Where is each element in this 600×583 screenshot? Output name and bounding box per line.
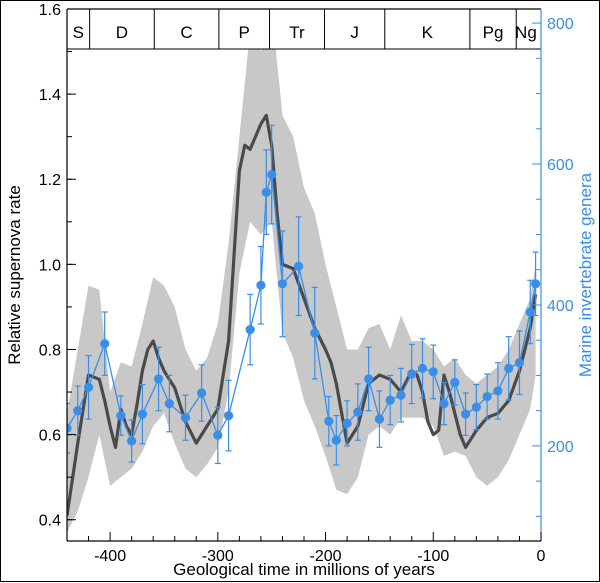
- genera-point: [324, 416, 334, 426]
- genera-point: [353, 407, 363, 417]
- x-tick-label: -100: [417, 548, 449, 565]
- period-label: S: [73, 23, 84, 42]
- axes: S D C P Tr J K Pg Ng -400 -300 -200 -100 0 0.4 0.6 0.8 1.…: [5, 2, 595, 579]
- genera-point: [256, 280, 266, 290]
- genera-point: [450, 377, 460, 388]
- genera-point: [267, 169, 277, 180]
- genera-point: [331, 435, 341, 445]
- x-tick-label: -300: [202, 548, 234, 565]
- genera-point: [342, 418, 352, 428]
- genera-point: [223, 410, 234, 421]
- genera-point: [514, 358, 525, 368]
- genera-point: [525, 307, 535, 317]
- genera-point: [294, 261, 304, 271]
- y-right-tick-label: 800: [547, 16, 574, 33]
- y-right-axis-title: Marine invertebrate genera: [576, 172, 595, 377]
- genera-point: [471, 402, 481, 412]
- genera-point: [428, 367, 438, 377]
- genera-point: [197, 388, 207, 398]
- y-left-tick-label: 1.2: [39, 172, 61, 189]
- y-right-tick-label: 400: [547, 298, 574, 315]
- genera-point: [396, 390, 406, 400]
- genera-point: [364, 374, 374, 384]
- genera-point: [493, 386, 503, 396]
- genera-point: [439, 398, 449, 409]
- genera-point: [261, 187, 271, 197]
- genera-point: [164, 398, 174, 409]
- period-label: Pg: [483, 23, 504, 42]
- x-tick-label: -200: [310, 548, 342, 565]
- genera-point: [83, 382, 94, 392]
- period-label: K: [422, 23, 434, 42]
- y-left-axis-title: Relative supernova rate: [5, 185, 24, 365]
- y-left-tick-label: 1.0: [39, 257, 61, 274]
- genera-point: [417, 363, 428, 373]
- y-right-tick-label: 200: [547, 439, 574, 456]
- y-left-tick-label: 0.4: [39, 513, 61, 530]
- genera-point: [504, 363, 514, 373]
- plot-area: [67, 9, 541, 533]
- genera-point: [407, 369, 417, 379]
- uncertainty-band: [67, 9, 536, 533]
- period-label: Tr: [289, 23, 305, 42]
- genera-point: [531, 279, 541, 289]
- genera-point: [245, 325, 255, 335]
- x-tick-label: 0: [537, 548, 546, 565]
- genera-point: [67, 423, 72, 433]
- genera-point: [310, 328, 320, 338]
- genera-point: [460, 409, 471, 419]
- y-left-tick-label: 1.4: [39, 87, 61, 104]
- period-label: Ng: [515, 23, 537, 42]
- genera-point: [277, 279, 288, 289]
- genera-point: [482, 391, 492, 402]
- genera-point: [374, 414, 385, 424]
- period-strip: [67, 9, 541, 49]
- genera-point: [137, 409, 148, 419]
- period-label: P: [239, 23, 250, 42]
- y-left-tick-label: 0.6: [39, 428, 61, 445]
- genera-point: [153, 374, 164, 384]
- genera-point: [127, 436, 137, 446]
- period-label: J: [350, 23, 359, 42]
- genera-point: [385, 395, 395, 405]
- y-right-tick-label: 600: [547, 157, 574, 174]
- genera-point: [116, 410, 126, 421]
- genera-point: [180, 413, 191, 423]
- genera-point: [73, 406, 83, 416]
- x-axis-title: Geological time in millions of years: [173, 560, 435, 579]
- period-label: C: [180, 23, 192, 42]
- y-left-tick-label: 1.6: [39, 2, 61, 19]
- period-label: D: [116, 23, 128, 42]
- y-left-tick-label: 0.8: [39, 342, 61, 359]
- genera-point: [213, 430, 223, 440]
- x-tick-label: -400: [94, 548, 126, 565]
- genera-point: [100, 339, 110, 349]
